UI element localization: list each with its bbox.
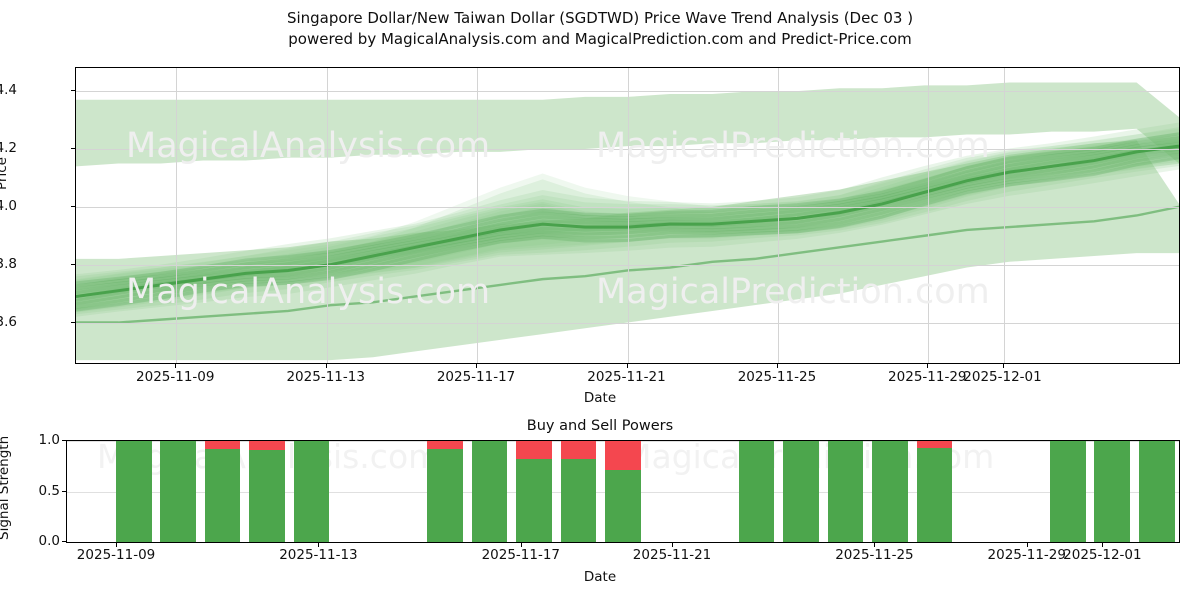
price-x-tick-5: 2025-11-29 [888, 369, 967, 385]
price-chart-y-axis-label: Price [0, 157, 10, 190]
price-chart-plot-area: MagicalAnalysis.com MagicalPrediction.co… [75, 67, 1180, 364]
bar-2[interactable] [160, 441, 196, 542]
price-x-tick-mark-5 [927, 364, 929, 368]
bar-x-tick-0: 2025-11-09 [76, 547, 156, 563]
bar-22[interactable] [1050, 441, 1086, 542]
bar-x-tick-1: 2025-11-13 [279, 547, 358, 563]
bar-chart-x-axis-label: Date [583, 569, 617, 585]
price-x-tick-6: 2025-12-01 [963, 369, 1042, 385]
price-x-tick-3: 2025-11-21 [587, 369, 666, 385]
bar-8[interactable] [427, 441, 463, 542]
price-x-tick-mark-6 [1002, 364, 1004, 368]
bar-x-tick-mark-3 [672, 543, 674, 547]
bar-4[interactable] [249, 441, 285, 542]
price-x-tick-4: 2025-11-25 [737, 369, 817, 385]
bar-12[interactable] [605, 441, 641, 542]
bar-x-tick-mark-2 [520, 543, 522, 547]
price-y-tick-mark-1 [71, 263, 75, 265]
bar-5[interactable] [293, 441, 330, 542]
bar-11[interactable] [560, 441, 597, 542]
price-y-tick-3: 24.2 [0, 139, 17, 156]
bar-x-tick-3: 2025-11-21 [632, 547, 712, 563]
price-x-tick-mark-3 [626, 364, 628, 368]
price-x-tick-mark-4 [776, 364, 778, 368]
bar-1[interactable] [115, 441, 152, 542]
price-chart-x-axis-label: Date [583, 390, 617, 406]
bar-sell-segment-19 [916, 441, 953, 449]
price-x-tick-mark-1 [325, 364, 327, 368]
bar-9[interactable] [471, 441, 508, 542]
price-y-tick-mark-2 [71, 205, 75, 207]
price-x-tick-0: 2025-11-09 [136, 369, 215, 385]
price-x-tick-1: 2025-11-13 [286, 369, 365, 385]
price-y-tick-2: 24.0 [0, 197, 17, 214]
bar-chart-y-axis-label: Signal Strength [0, 435, 12, 540]
bar-17[interactable] [827, 441, 864, 542]
figure-title: Singapore Dollar/New Taiwan Dollar (SGDT… [0, 8, 1200, 50]
bar-sell-segment-4 [249, 441, 285, 451]
bar-x-tick-4: 2025-11-25 [835, 547, 914, 563]
bar-y-tick-mark-2 [62, 440, 66, 441]
bar-sell-segment-10 [516, 441, 552, 460]
price-y-tick-0: 23.6 [0, 313, 17, 330]
price-y-tick-mark-3 [71, 147, 75, 149]
bar-x-tick-mark-5 [1026, 543, 1028, 547]
bar-y-tick-2: 1.0 [38, 432, 60, 448]
bar-chart-plot-area: MagicalAnalysis.com MagicalPrediction.co… [66, 440, 1180, 543]
bar-x-tick-6: 2025-12-01 [1063, 547, 1142, 563]
bar-chart-title: Buy and Sell Powers [526, 418, 674, 434]
bar-sell-segment-11 [560, 441, 597, 460]
bar-x-tick-5: 2025-11-29 [987, 547, 1066, 563]
bar-19[interactable] [916, 441, 953, 542]
bar-15[interactable] [738, 441, 775, 542]
price-x-tick-mark-2 [476, 364, 478, 368]
bar-sell-segment-12 [605, 441, 641, 471]
bar-sell-segment-3 [204, 441, 241, 450]
bar-y-tick-0: 0.0 [38, 533, 60, 549]
bar-y-tick-mark-1 [62, 490, 66, 492]
bar-sell-segment-8 [427, 441, 463, 450]
price-y-tick-mark-0 [71, 321, 75, 323]
bar-x-tick-mark-1 [318, 543, 320, 547]
bar-x-tick-mark-4 [874, 543, 876, 547]
price-y-tick-mark-4 [71, 90, 75, 92]
bar-10[interactable] [516, 441, 552, 542]
bar-x-tick-mark-0 [116, 543, 118, 547]
bar-x-tick-mark-6 [1102, 543, 1104, 547]
figure-title-line2: powered by MagicalAnalysis.com and Magic… [288, 30, 912, 48]
bar-y-tick-1: 0.5 [38, 482, 60, 499]
bar-3[interactable] [204, 441, 241, 542]
bar-24[interactable] [1138, 441, 1175, 542]
bar-23[interactable] [1094, 441, 1131, 542]
price-x-tick-2: 2025-11-17 [436, 369, 516, 385]
bar-16[interactable] [783, 441, 819, 542]
bar-18[interactable] [872, 441, 908, 542]
price-y-tick-1: 23.8 [0, 255, 17, 272]
price-y-tick-4: 24.4 [0, 82, 17, 99]
figure-title-line1: Singapore Dollar/New Taiwan Dollar (SGDT… [286, 9, 914, 27]
bar-x-tick-2: 2025-11-17 [481, 547, 561, 563]
bar-y-tick-mark-0 [62, 541, 66, 542]
price-x-tick-mark-0 [175, 364, 177, 368]
